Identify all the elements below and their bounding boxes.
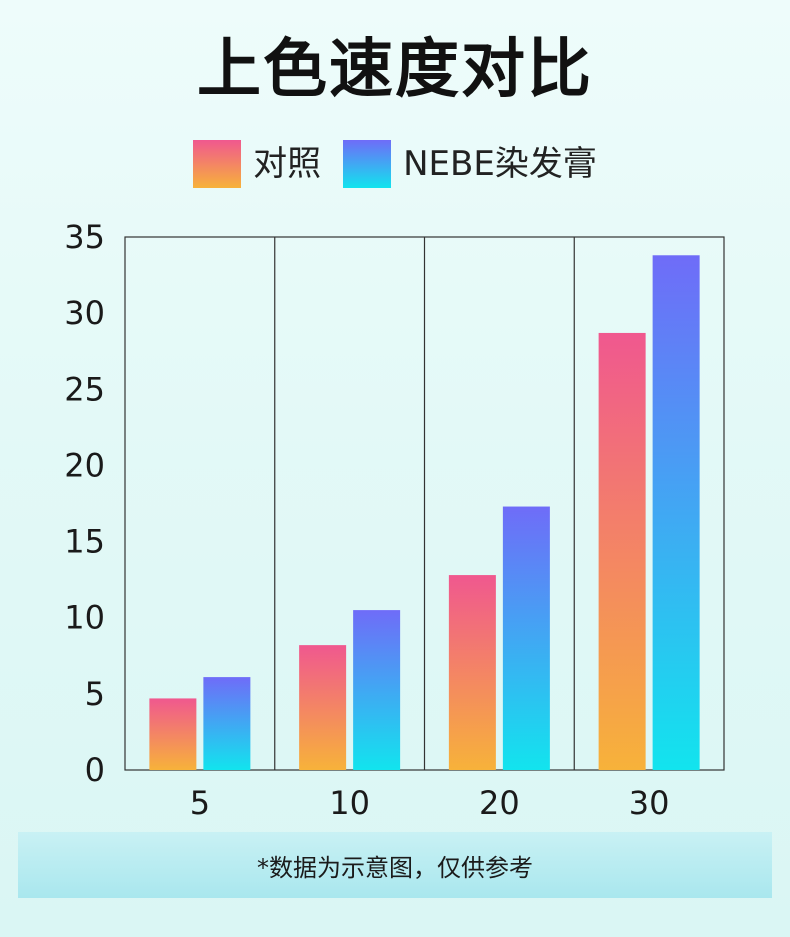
bar-nebe bbox=[652, 255, 700, 770]
legend-item-control: 对照 bbox=[193, 140, 321, 188]
y-tick-label: 25 bbox=[64, 370, 105, 408]
y-tick-label: 30 bbox=[64, 294, 105, 332]
x-tick-label: 30 bbox=[629, 784, 670, 822]
bar-nebe bbox=[203, 677, 251, 770]
y-tick-label: 15 bbox=[64, 523, 105, 561]
bar-control bbox=[448, 575, 496, 770]
bar-control bbox=[598, 332, 646, 770]
chart-title: 上色速度对比 bbox=[197, 33, 593, 107]
legend-swatch-control bbox=[193, 140, 242, 188]
bar-control bbox=[299, 645, 347, 770]
y-tick-label: 10 bbox=[64, 599, 105, 637]
y-tick-label: 0 bbox=[85, 751, 105, 789]
bar-nebe bbox=[502, 506, 550, 770]
y-tick-label: 35 bbox=[64, 218, 105, 256]
y-tick-label: 5 bbox=[85, 675, 105, 713]
bar-nebe bbox=[353, 610, 401, 770]
legend-item-nebe: NEBE染发膏 bbox=[343, 140, 597, 188]
legend-label-nebe: NEBE染发膏 bbox=[403, 144, 597, 184]
legend: 对照 NEBE染发膏 bbox=[0, 140, 790, 188]
y-tick-label: 20 bbox=[64, 446, 105, 484]
bar-control bbox=[149, 698, 197, 770]
x-tick-label: 5 bbox=[190, 784, 210, 822]
legend-swatch-nebe bbox=[343, 140, 392, 188]
x-tick-label: 10 bbox=[329, 784, 370, 822]
disclaimer-text: *数据为示意图，仅供参考 bbox=[257, 853, 533, 882]
disclaimer-band: *数据为示意图，仅供参考 bbox=[18, 832, 772, 898]
legend-label-control: 对照 bbox=[253, 144, 322, 184]
x-tick-label: 20 bbox=[479, 784, 520, 822]
